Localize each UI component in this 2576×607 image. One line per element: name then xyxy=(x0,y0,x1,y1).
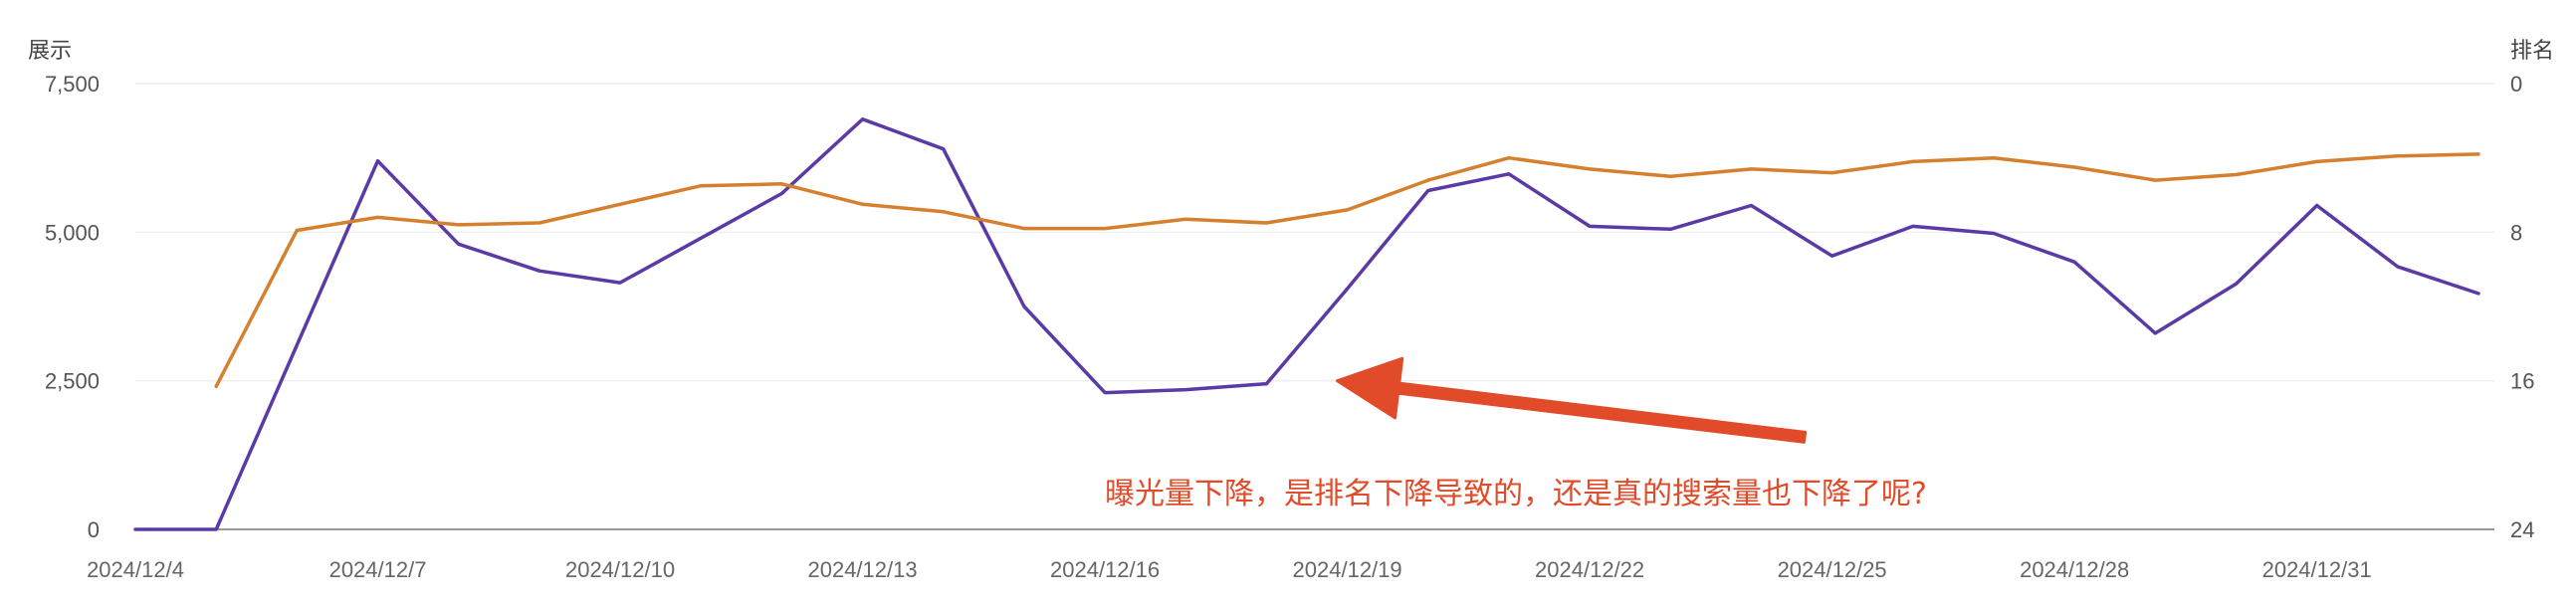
y-tick-right-label: 0 xyxy=(2510,72,2522,97)
y-axis-left-title: 展示 xyxy=(28,39,72,64)
y-axis-right-ticks: 24 16 8 0 xyxy=(2510,72,2534,542)
y-axis-left-ticks: 0 2,500 5,000 7,500 xyxy=(45,72,100,542)
x-tick-label: 2024/12/4 xyxy=(87,557,184,582)
y-tick-right-label: 16 xyxy=(2510,369,2534,394)
x-tick-label: 2024/12/7 xyxy=(329,557,427,582)
y-tick-right-label: 8 xyxy=(2510,220,2522,245)
grid-layer xyxy=(135,83,2494,530)
y-tick-left-label: 5,000 xyxy=(45,220,100,245)
annotation-text: 曝光量下降，是排名下降导致的，还是真的搜索量也下降了呢? xyxy=(1105,477,1927,511)
x-tick-label: 2024/12/25 xyxy=(1778,557,1887,582)
x-tick-label: 2024/12/13 xyxy=(807,557,917,582)
series-layer xyxy=(133,117,2480,531)
y-tick-left-label: 2,500 xyxy=(45,369,100,394)
annotation-layer: 曝光量下降，是排名下降导致的，还是真的搜索量也下降了呢? xyxy=(1105,356,1927,511)
y-axis-right-title: 排名 xyxy=(2510,39,2554,64)
x-axis-ticks: 2024/12/4 2024/12/7 2024/12/10 2024/12/13 20… xyxy=(87,557,2372,582)
x-tick-label: 2024/12/28 xyxy=(2020,557,2129,582)
x-tick-label: 2024/12/22 xyxy=(1535,557,1644,582)
x-tick-label: 2024/12/19 xyxy=(1293,557,1402,582)
x-tick-label: 2024/12/10 xyxy=(565,557,675,582)
y-tick-right-label: 24 xyxy=(2510,517,2534,542)
y-tick-left-label: 7,500 xyxy=(45,72,100,97)
series-line-rank xyxy=(214,152,2480,389)
x-tick-label: 2024/12/31 xyxy=(2262,557,2372,582)
x-tick-label: 2024/12/16 xyxy=(1050,557,1160,582)
series-line-impressions xyxy=(133,117,2480,531)
y-tick-left-label: 0 xyxy=(88,517,100,542)
annotation-arrow xyxy=(1336,356,1808,444)
